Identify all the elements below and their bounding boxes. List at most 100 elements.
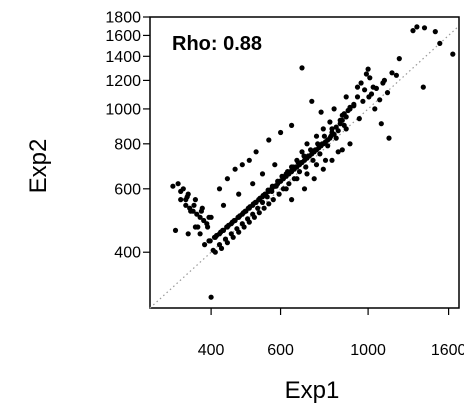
- data-point: [220, 227, 226, 233]
- data-point: [214, 232, 220, 239]
- x-axis-label: Exp1: [285, 377, 340, 404]
- y-tick-label: 1600: [105, 28, 141, 45]
- data-point: [259, 199, 266, 205]
- plot-frame: [149, 16, 460, 309]
- data-point: [301, 153, 307, 159]
- data-point: [267, 187, 273, 193]
- data-points: [170, 24, 456, 300]
- data-point: [410, 28, 416, 34]
- data-point: [262, 191, 268, 197]
- data-point: [337, 117, 343, 123]
- data-point: [331, 106, 337, 112]
- data-point: [321, 133, 327, 139]
- y-tick-label: 1400: [105, 49, 141, 66]
- data-point: [360, 98, 366, 104]
- data-point: [178, 197, 184, 203]
- data-point: [309, 98, 315, 104]
- data-point: [192, 197, 198, 203]
- data-point: [432, 29, 438, 35]
- data-point: [317, 151, 323, 157]
- data-point: [183, 202, 189, 208]
- data-point: [450, 51, 456, 57]
- data-point: [327, 119, 333, 125]
- data-point: [256, 210, 262, 216]
- data-point: [236, 229, 242, 235]
- y-tick-label: 800: [114, 136, 141, 153]
- data-point: [185, 231, 191, 237]
- data-point: [218, 245, 225, 251]
- data-point: [339, 112, 345, 118]
- data-point: [377, 97, 383, 103]
- data-point: [333, 135, 339, 141]
- data-point: [224, 176, 230, 182]
- data-point: [320, 126, 326, 132]
- data-point: [362, 87, 368, 93]
- data-point: [363, 71, 369, 77]
- data-point: [283, 186, 289, 192]
- data-point: [191, 202, 197, 208]
- data-point: [311, 176, 317, 182]
- data-point: [304, 141, 310, 147]
- data-point: [231, 217, 237, 224]
- data-point: [308, 147, 314, 153]
- data-point: [296, 169, 303, 175]
- data-point: [386, 135, 392, 141]
- data-point: [241, 224, 247, 230]
- data-point: [365, 66, 371, 72]
- x-tick-label: 400: [198, 342, 225, 359]
- data-point: [304, 171, 310, 177]
- data-point: [172, 227, 179, 233]
- data-point: [270, 197, 276, 203]
- data-point: [341, 122, 347, 128]
- data-point: [255, 205, 261, 211]
- data-point: [224, 240, 230, 246]
- data-point: [230, 234, 236, 240]
- y-tick-label: 1800: [105, 10, 141, 27]
- data-point: [184, 194, 190, 200]
- data-point: [358, 80, 364, 86]
- data-point: [298, 159, 305, 166]
- data-point: [195, 224, 201, 230]
- data-point: [301, 186, 308, 192]
- data-point: [329, 157, 335, 163]
- data-point: [299, 149, 305, 155]
- data-point: [205, 224, 211, 230]
- data-point: [368, 91, 375, 97]
- data-point: [437, 40, 443, 47]
- data-point: [212, 249, 218, 255]
- data-point: [226, 222, 232, 228]
- data-point: [396, 56, 402, 62]
- data-point: [305, 153, 311, 159]
- data-point: [320, 166, 326, 172]
- data-point: [313, 133, 320, 139]
- data-point: [207, 238, 213, 244]
- data-point: [220, 202, 227, 208]
- data-point: [247, 204, 253, 210]
- data-point: [251, 214, 257, 220]
- data-point: [202, 242, 208, 248]
- data-point: [354, 84, 361, 90]
- data-point: [370, 84, 376, 90]
- data-point: [201, 217, 207, 224]
- data-point: [232, 166, 238, 172]
- data-point: [420, 84, 426, 90]
- data-point: [257, 195, 263, 201]
- data-point: [378, 121, 384, 127]
- y-axis-label: Exp2: [25, 139, 52, 194]
- data-point: [246, 219, 252, 225]
- data-point: [252, 199, 258, 205]
- data-point: [384, 90, 391, 96]
- data-point: [354, 94, 361, 100]
- data-point: [197, 214, 203, 220]
- data-point: [328, 133, 334, 139]
- data-point: [259, 171, 266, 177]
- data-point: [294, 176, 300, 182]
- data-point: [266, 137, 272, 143]
- x-tick-label: 1600: [431, 342, 464, 359]
- data-point: [315, 141, 321, 147]
- plot-area-border: [149, 16, 460, 309]
- data-point: [421, 25, 428, 31]
- data-point: [414, 24, 420, 30]
